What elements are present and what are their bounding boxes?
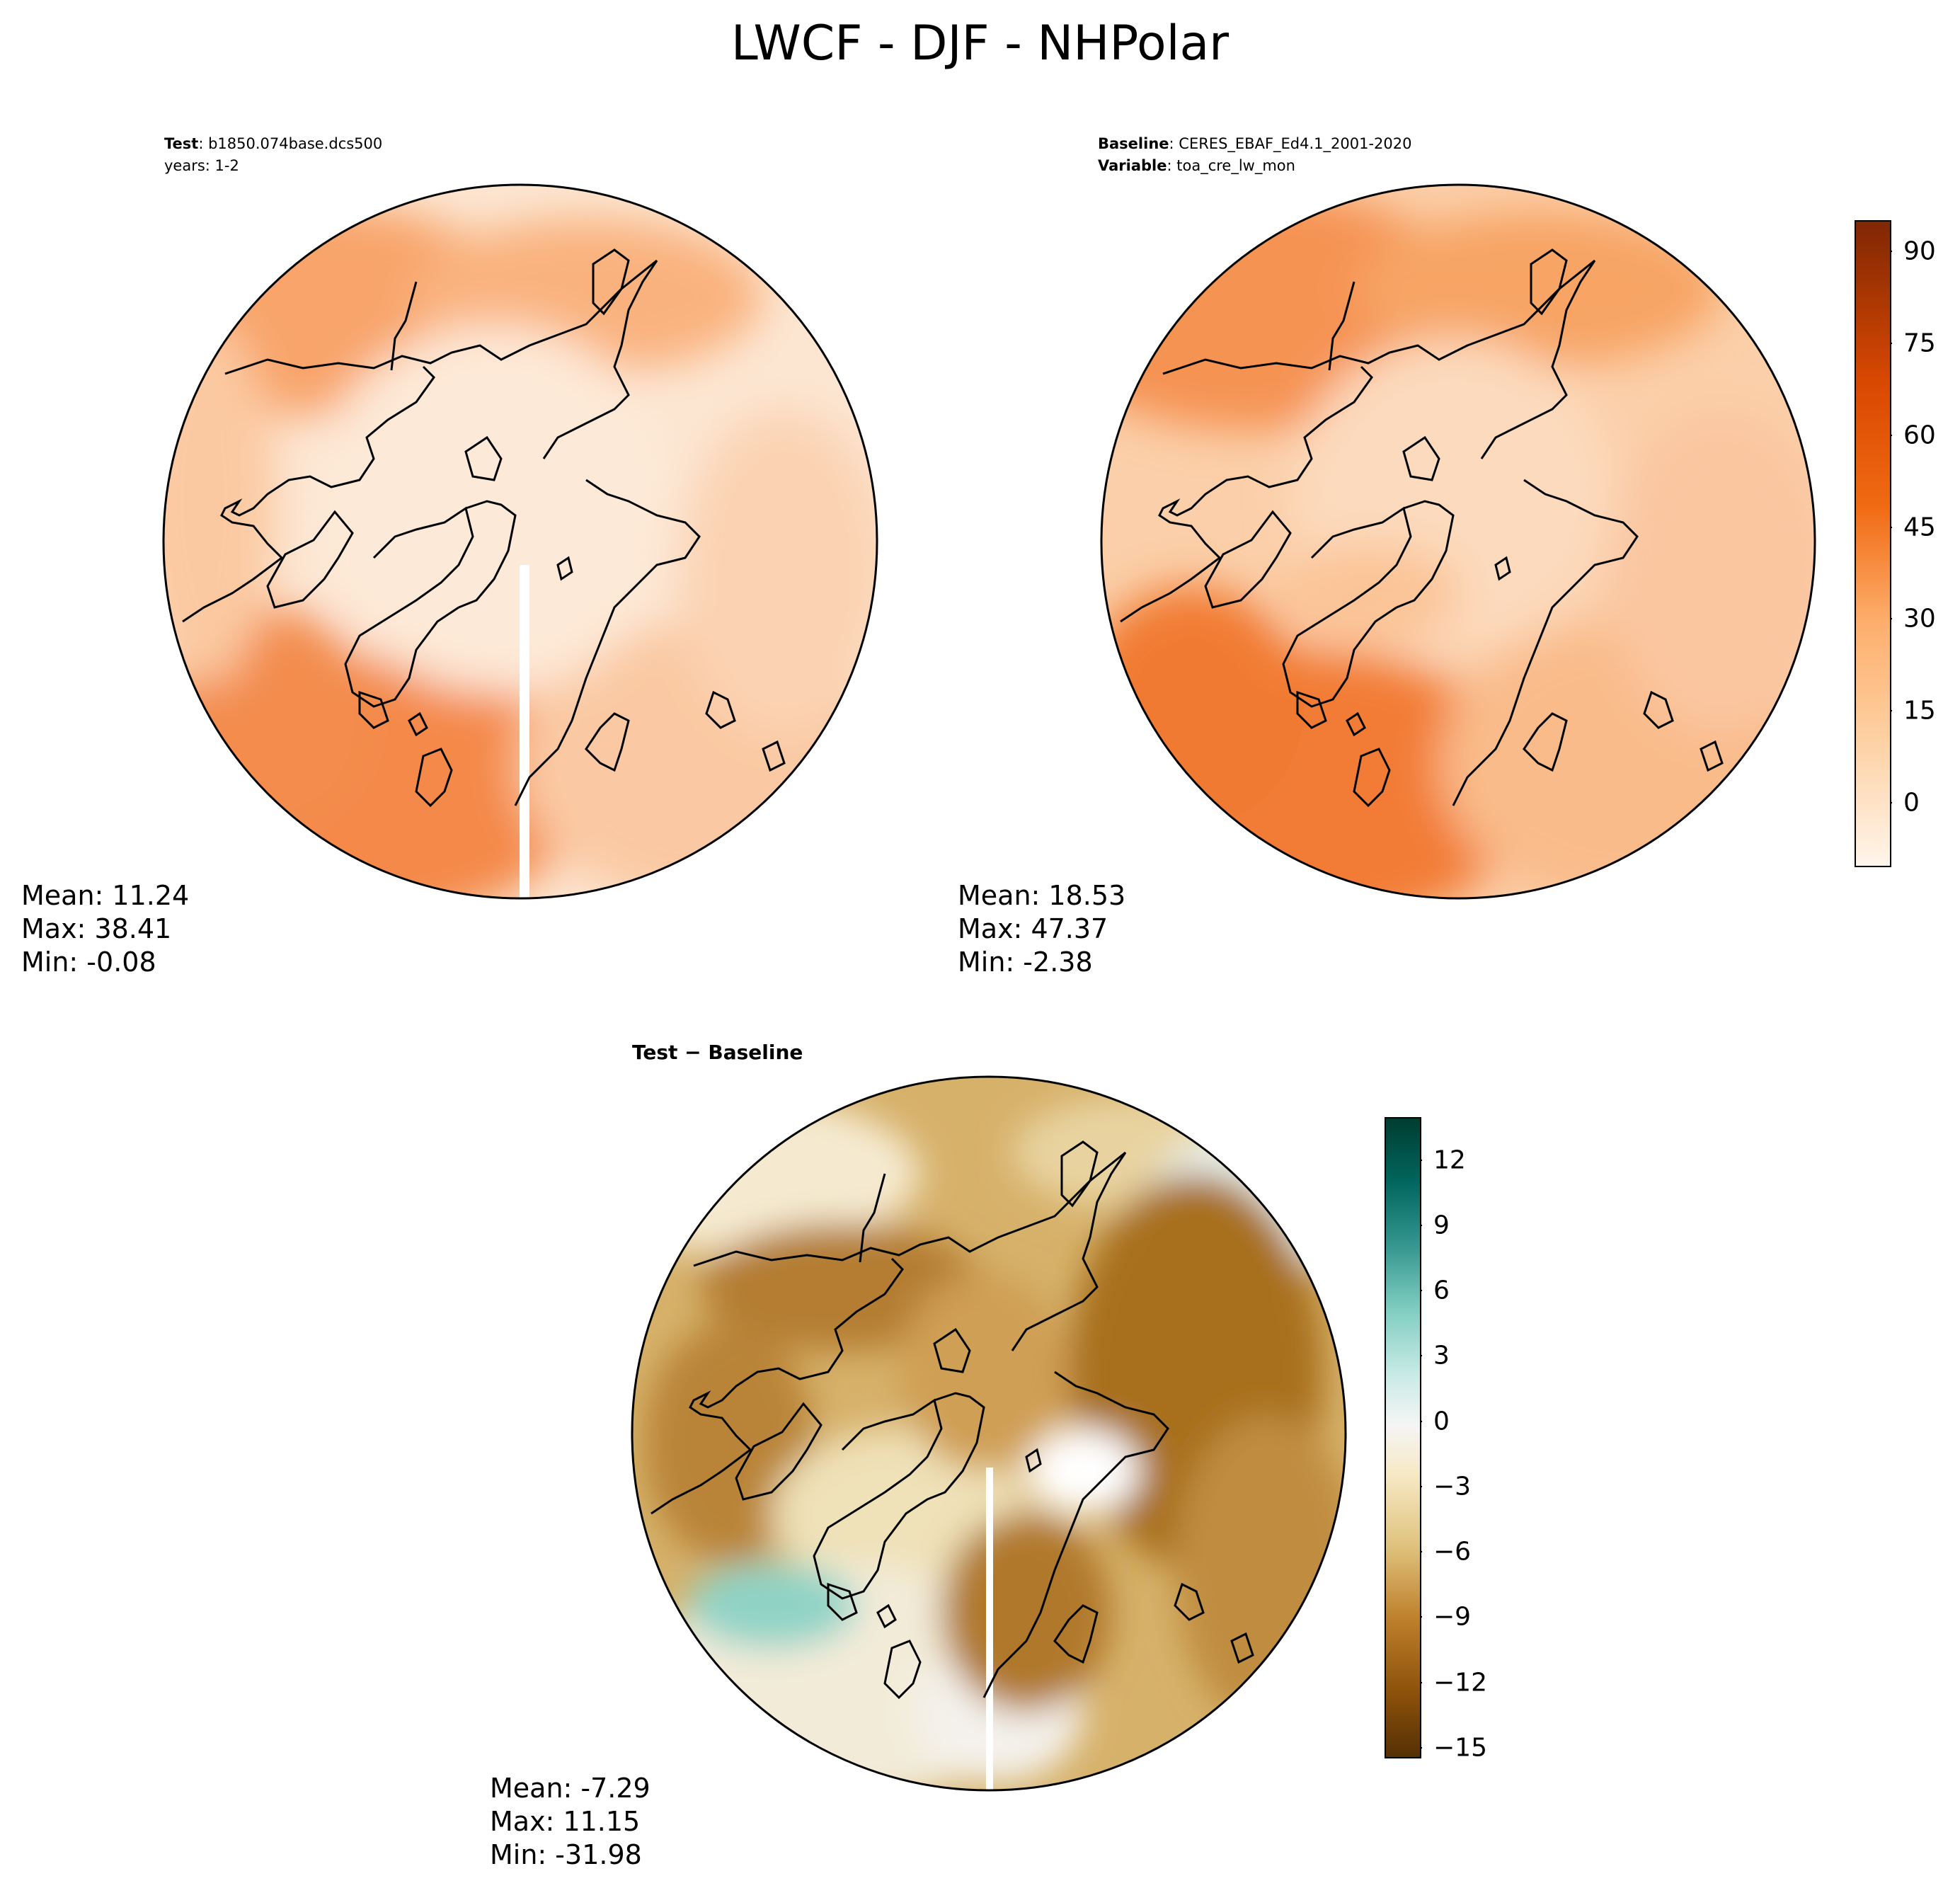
baseline-mean: Mean: 18.53 [958,880,1126,911]
main-colorbar-tick: 75 [1903,328,1936,358]
variable-name: toa_cre_lw_mon [1176,157,1295,174]
diff-colorbar [1385,1117,1422,1758]
baseline-map-border [1100,183,1816,900]
baseline-map-coastlines [1120,248,1724,808]
baseline-label: Baseline [1098,135,1169,152]
diff-mean: Mean: -7.29 [490,1773,651,1804]
main-colorbar-tick: 60 [1903,420,1936,450]
diff-colorbar-tick: 6 [1433,1276,1450,1305]
diff-max: Max: 11.15 [490,1806,641,1837]
diff-colorbar-tick: 3 [1433,1341,1450,1371]
diff-map-coastlines [651,1140,1254,1700]
baseline-stats: Mean: 18.53 Max: 47.37 Min: -2.38 [958,879,1125,979]
test-stats: Mean: 11.24 Max: 38.41 Min: -0.08 [21,879,189,979]
baseline-max: Max: 47.37 [958,913,1108,944]
diff-colorbar-tick: −12 [1433,1668,1487,1698]
test-map-coastlines [182,248,786,808]
main-colorbar-tick: 45 [1903,513,1936,542]
test-meta: Test: b1850.074base.dcs500 years: 1-2 [164,133,382,177]
test-map-field [164,185,877,898]
baseline-map-field [1101,185,1815,898]
diff-colorbar-tick: −3 [1433,1472,1472,1501]
diff-map-border [631,1075,1347,1792]
figure-title: LWCF - DJF - NHPolar [730,16,1230,71]
diff-colorbar-tick: −9 [1433,1602,1472,1632]
test-name: b1850.074base.dcs500 [208,135,383,152]
main-colorbar-tick: 90 [1903,236,1936,266]
diff-colorbar-tick: −15 [1433,1733,1487,1763]
baseline-meta: Baseline: CERES_EBAF_Ed4.1_2001-2020 Var… [1098,135,1412,174]
diff-min: Min: -31.98 [490,1839,642,1870]
test-map-border [162,183,878,900]
main-colorbar-tick: 15 [1903,696,1936,726]
test-max: Max: 38.41 [21,913,172,944]
baseline-min: Min: -2.38 [958,946,1093,978]
test-mean: Mean: 11.24 [21,880,190,911]
variable-label: Variable [1098,157,1167,174]
baseline-name: CERES_EBAF_Ed4.1_2001-2020 [1179,135,1412,152]
diff-title: Test − Baseline [632,1041,803,1064]
test-label: Test [164,135,199,152]
diff-colorbar-tick: 12 [1433,1145,1466,1175]
test-min: Min: -0.08 [21,946,156,978]
diff-map-field [632,1077,1346,1790]
test-map [162,183,878,900]
diff-colorbar-tick: 9 [1433,1211,1450,1240]
main-colorbar [1855,220,1892,867]
test-years: years: 1-2 [164,157,239,174]
diff-colorbar-tick: 0 [1433,1407,1450,1436]
diff-stats: Mean: -7.29 Max: 11.15 Min: -31.98 [490,1772,651,1872]
baseline-map [1100,183,1816,900]
diff-colorbar-tick: −6 [1433,1537,1472,1567]
main-colorbar-tick: 0 [1903,788,1920,818]
main-colorbar-tick: 30 [1903,604,1936,634]
diff-map [631,1075,1347,1792]
